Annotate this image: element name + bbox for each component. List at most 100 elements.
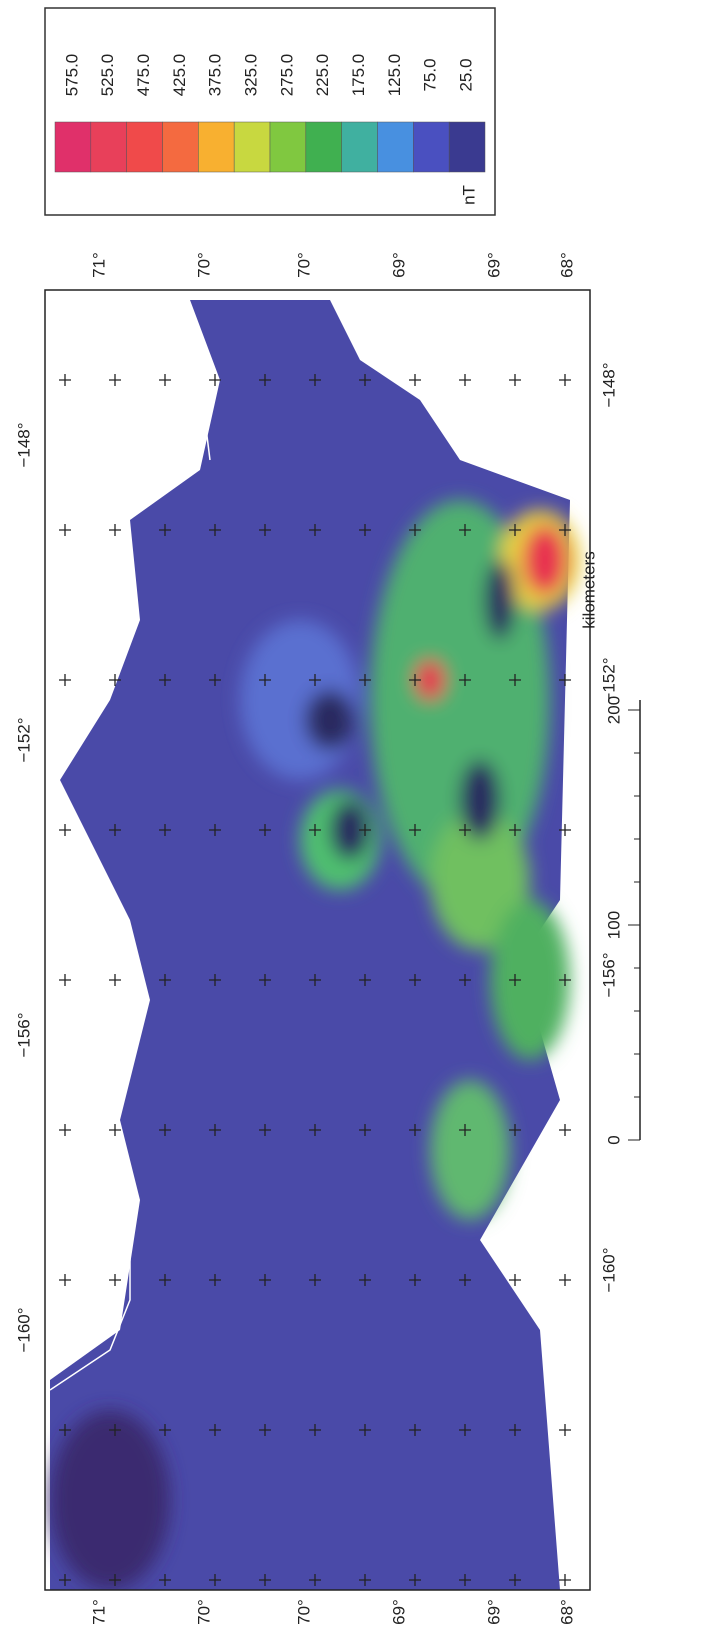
graticule-cross bbox=[309, 374, 321, 386]
latitude-label: 68° bbox=[557, 1599, 576, 1625]
graticule-cross bbox=[559, 524, 571, 536]
graticule-cross bbox=[209, 374, 221, 386]
graticule-cross bbox=[459, 524, 471, 536]
graticule-cross bbox=[109, 524, 121, 536]
latitude-label: 70° bbox=[294, 252, 313, 278]
latitude-label: 71° bbox=[89, 1599, 108, 1625]
graticule-cross bbox=[509, 524, 521, 536]
scale-unit: kilometers bbox=[579, 551, 598, 628]
longitude-label: −160° bbox=[599, 1247, 618, 1292]
latitude-label: 69° bbox=[484, 1599, 503, 1625]
graticule-cross bbox=[209, 1124, 221, 1136]
graticule-cross bbox=[109, 1274, 121, 1286]
graticule-cross bbox=[459, 1424, 471, 1436]
graticule-cross bbox=[159, 974, 171, 986]
map-frame bbox=[44, 289, 591, 1591]
colorbar-label: 425.0 bbox=[170, 54, 189, 97]
longitude-label: −156° bbox=[14, 1012, 33, 1057]
colorbar-label: 275.0 bbox=[277, 54, 296, 97]
graticule-cross bbox=[459, 674, 471, 686]
graticule-cross bbox=[409, 1574, 421, 1586]
graticule-cross bbox=[509, 674, 521, 686]
colorbar-swatch bbox=[54, 121, 92, 173]
graticule-cross bbox=[409, 1424, 421, 1436]
colorbar-box bbox=[44, 7, 496, 216]
graticule-cross bbox=[109, 974, 121, 986]
colorbar-swatch bbox=[377, 121, 414, 173]
graticule-cross bbox=[459, 374, 471, 386]
graticule-cross bbox=[559, 1574, 571, 1586]
colorbar-label: 25.0 bbox=[457, 58, 476, 91]
graticule-cross bbox=[559, 374, 571, 386]
graticule-cross bbox=[209, 974, 221, 986]
colorbar-swatch bbox=[448, 121, 486, 173]
scale-label: 200 bbox=[604, 696, 623, 724]
latitude-label: 70° bbox=[194, 252, 213, 278]
graticule-cross bbox=[259, 1274, 271, 1286]
colorbar-label: 375.0 bbox=[206, 54, 225, 97]
longitude-label: −148° bbox=[599, 362, 618, 407]
graticule-cross bbox=[359, 974, 371, 986]
graticule-cross bbox=[59, 1574, 71, 1586]
graticule-cross bbox=[159, 374, 171, 386]
graticule-cross bbox=[509, 974, 521, 986]
graticule-cross bbox=[409, 674, 421, 686]
graticule-cross bbox=[559, 674, 571, 686]
colorbar-label: 475.0 bbox=[134, 54, 153, 97]
graticule-cross bbox=[509, 1424, 521, 1436]
colorbar-label: 575.0 bbox=[62, 54, 81, 97]
graticule-cross bbox=[359, 1124, 371, 1136]
longitude-label: −152° bbox=[14, 717, 33, 762]
graticule-cross bbox=[159, 1424, 171, 1436]
scale-label: 0 bbox=[604, 1135, 623, 1144]
latitude-label: 70° bbox=[294, 1599, 313, 1625]
latitude-label: 68° bbox=[557, 252, 576, 278]
colorbar-swatch bbox=[341, 121, 378, 173]
graticule-cross bbox=[259, 1424, 271, 1436]
graticule-cross bbox=[509, 374, 521, 386]
graticule-cross bbox=[359, 674, 371, 686]
graticule-cross bbox=[209, 1424, 221, 1436]
scale-label: 100 bbox=[604, 911, 623, 939]
graticule-cross bbox=[359, 374, 371, 386]
graticule-cross bbox=[509, 824, 521, 836]
graticule-cross bbox=[309, 524, 321, 536]
colorbar-label: 225.0 bbox=[313, 54, 332, 97]
latitude-label: 70° bbox=[194, 1599, 213, 1625]
latitude-label: 69° bbox=[389, 1599, 408, 1625]
graticule-cross bbox=[259, 374, 271, 386]
graticule-cross bbox=[409, 1274, 421, 1286]
colorbar-label: 75.0 bbox=[421, 58, 440, 91]
colorbar-swatch bbox=[233, 121, 271, 173]
graticule-cross bbox=[259, 674, 271, 686]
graticule-cross bbox=[59, 974, 71, 986]
latitude-label: 71° bbox=[89, 252, 108, 278]
longitude-label: −152° bbox=[599, 657, 618, 702]
graticule-cross bbox=[459, 1274, 471, 1286]
longitude-label: −148° bbox=[14, 422, 33, 467]
graticule-cross bbox=[159, 1574, 171, 1586]
graticule-cross bbox=[109, 374, 121, 386]
graticule-cross bbox=[459, 974, 471, 986]
colorbar-label: 325.0 bbox=[242, 54, 261, 97]
graticule-cross bbox=[59, 374, 71, 386]
latitude-label: 69° bbox=[389, 252, 408, 278]
colorbar-swatch bbox=[305, 121, 342, 173]
graticule-cross bbox=[559, 824, 571, 836]
graticule-cross bbox=[409, 1124, 421, 1136]
graticule-cross bbox=[509, 1124, 521, 1136]
graticule-cross bbox=[59, 1424, 71, 1436]
graticule-cross bbox=[509, 1574, 521, 1586]
colorbar-swatch bbox=[90, 121, 127, 173]
graticule-cross bbox=[59, 824, 71, 836]
colorbar-label: 525.0 bbox=[98, 54, 117, 97]
graticule-cross bbox=[309, 974, 321, 986]
graticule-cross bbox=[209, 674, 221, 686]
graticule-cross bbox=[309, 824, 321, 836]
graticule-cross bbox=[209, 1274, 221, 1286]
graticule-cross bbox=[209, 824, 221, 836]
graticule-cross bbox=[559, 974, 571, 986]
graticule-cross bbox=[109, 1574, 121, 1586]
colorbar-swatch bbox=[413, 121, 450, 173]
